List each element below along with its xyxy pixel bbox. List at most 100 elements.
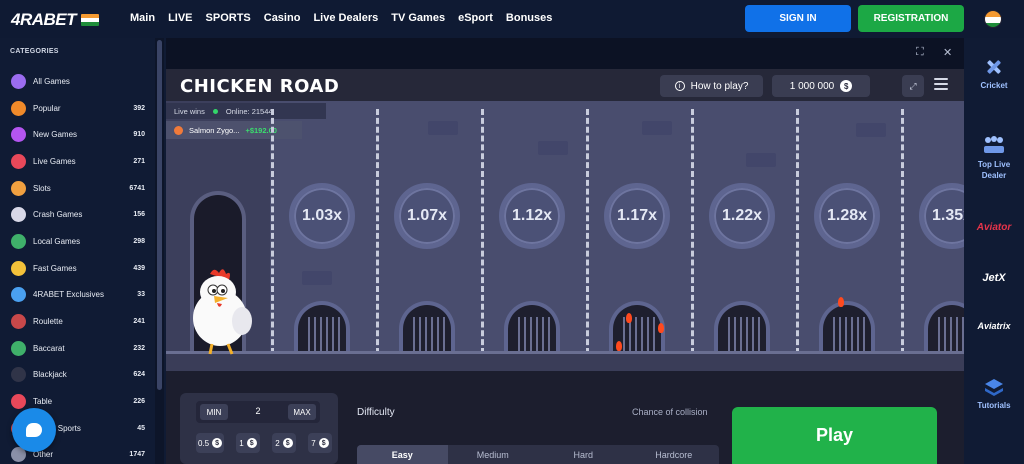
fullscreen-icon[interactable]: ⛶ [916, 46, 924, 58]
nav-tv-games[interactable]: TV Games [391, 12, 446, 24]
sidebar-item-label: Baccarat [33, 343, 65, 353]
chat-support-button[interactable] [12, 408, 56, 452]
nav-live[interactable]: LIVE [168, 12, 193, 24]
flame-icon [626, 313, 632, 323]
table-icon [11, 394, 26, 410]
multiplier-badge[interactable]: 1.07x [394, 183, 460, 249]
sidebar-item-label: All Games [33, 76, 70, 86]
bet-amount-field[interactable]: MIN 2 MAX [196, 401, 320, 423]
multiplier-badge[interactable]: 1.28x [814, 183, 880, 249]
sidebar-item-count: 156 [133, 211, 145, 219]
difficulty-medium-tab[interactable]: Medium [476, 449, 509, 460]
categories-sidebar: CATEGORIES All Games Popular 392 New Games 9… [0, 38, 166, 464]
nav-sports[interactable]: SPORTS [205, 12, 251, 24]
sidebar-item-label: Crash Games [33, 210, 83, 220]
lane-divider [690, 109, 694, 354]
sidebar-scrollbar-thumb[interactable] [157, 40, 162, 390]
aviator-logo[interactable]: Aviator [976, 222, 1012, 233]
expand-icon[interactable]: ⤢ [902, 75, 924, 97]
wall-brick [538, 141, 568, 155]
logo[interactable]: 4RABET [11, 10, 100, 30]
sidebar-item-count: 226 [133, 398, 145, 406]
sidebar-item-new-games[interactable]: New Games 910 [0, 121, 155, 148]
sidebar-item-baccarat[interactable]: Baccarat 232 [0, 335, 155, 362]
dice-icon [11, 73, 26, 89]
flame-icon [616, 341, 622, 351]
nav-esport[interactable]: eSport [458, 12, 493, 24]
sidebar-item-other[interactable]: Other 1747 [0, 442, 155, 464]
top-live-dealer-label: Top Live Dealer [977, 160, 1011, 180]
chat-bubble-icon [26, 423, 42, 437]
info-icon: i [674, 81, 685, 91]
sidebar-item-live-games[interactable]: Live Games 271 [0, 148, 155, 175]
difficulty-hard-tab[interactable]: Hard [573, 449, 593, 460]
nav-casino[interactable]: Casino [263, 12, 301, 24]
sidebar-item-local-games[interactable]: Local Games 298 [0, 228, 155, 255]
coin-icon: $ [840, 80, 853, 92]
lightning-icon [11, 260, 26, 276]
multiplier-badge[interactable]: 1.35x [919, 183, 964, 249]
sidebar-item-all-games[interactable]: All Games [0, 68, 155, 95]
balance-display: 1 000 000 $ [772, 75, 870, 97]
sidebar-item-roulette[interactable]: Roulette 241 [0, 308, 155, 335]
bet-controls: MIN 2 MAX 0.5 $ 1 $ 2 $ 7 $ Difficulty Chanc… [166, 371, 964, 464]
sidebar-item-4rabet-exclusives[interactable]: 4RABET Exclusives 33 [0, 282, 155, 309]
multiplier-badge[interactable]: 1.03x [289, 183, 355, 249]
game-header: CHICKEN ROAD i How to play? 1 000 000 $ … [166, 69, 964, 101]
top-live-dealer-link[interactable]: Top Live Dealer [964, 134, 1024, 181]
sidebar-item-count: 45 [137, 424, 145, 432]
multiplier-badge[interactable]: 1.12x [499, 183, 565, 249]
online-count: Online: 21544 [225, 106, 273, 116]
wall-brick [642, 121, 672, 135]
min-button[interactable]: MIN [200, 404, 228, 420]
nav-live-dealers[interactable]: Live Dealers [313, 12, 379, 24]
difficulty-easy-tab[interactable]: Easy [357, 445, 448, 464]
language-flag-icon[interactable] [984, 10, 1002, 28]
hamburger-menu-icon[interactable] [934, 78, 948, 93]
diamond-icon [11, 287, 26, 303]
sidebar-item-label: Blackjack [33, 370, 67, 380]
multiplier-badge[interactable]: 1.17x [604, 183, 670, 249]
india-flag-icon [81, 14, 100, 26]
nav-bonuses[interactable]: Bonuses [505, 12, 553, 24]
quick-bet-button[interactable]: 0.5 $ [196, 433, 224, 453]
cricket-link[interactable]: Cricket [964, 56, 1024, 90]
play-button[interactable]: Play [732, 407, 937, 464]
sign-in-button[interactable]: SIGN IN [745, 5, 851, 32]
quick-bet-button[interactable]: 7 $ [308, 433, 332, 453]
game-area: CHICKEN ROAD i How to play? 1 000 000 $ … [166, 69, 964, 464]
sidebar-item-count: 392 [133, 104, 145, 112]
sidebar-item-crash-games[interactable]: Crash Games 156 [0, 201, 155, 228]
main-nav: Main LIVE SPORTS Casino Live Dealers TV … [130, 12, 565, 24]
sidebar-item-count: 624 [133, 371, 145, 379]
sidebar-item-slots[interactable]: Slots 6741 [0, 175, 155, 202]
sidebar-item-blackjack[interactable]: Blackjack 624 [0, 362, 155, 389]
nav-main[interactable]: Main [130, 12, 156, 24]
chicken-character [193, 269, 252, 355]
sidebar-item-popular[interactable]: Popular 392 [0, 95, 155, 122]
quick-bet-value: 2 [275, 438, 280, 448]
quick-bet-button[interactable]: 1 $ [236, 433, 260, 453]
close-icon[interactable]: ✕ [943, 47, 953, 59]
tutorials-link[interactable]: Tutorials [964, 376, 1024, 410]
floor-edge [166, 351, 964, 354]
how-to-play-button[interactable]: i How to play? [660, 75, 763, 97]
sidebar-item-label: Fast Games [33, 263, 77, 273]
registration-button[interactable]: REGISTRATION [858, 5, 964, 32]
aviatrix-logo[interactable]: Aviatrix [977, 321, 1011, 331]
manhole-grate [819, 301, 875, 351]
lane-divider [900, 109, 904, 354]
max-button[interactable]: MAX [288, 404, 316, 420]
cards-icon [11, 340, 26, 356]
difficulty-hardcore-tab[interactable]: Hardcore [655, 449, 693, 460]
sidebar-item-table[interactable]: Table 226 [0, 388, 155, 415]
sidebar-item-count: 910 [133, 131, 145, 139]
quick-bet-button[interactable]: 2 $ [272, 433, 296, 453]
plane-icon [11, 207, 26, 223]
sidebar-item-label: New Games [33, 130, 78, 140]
online-dot-icon [212, 108, 218, 114]
multiplier-badge[interactable]: 1.22x [709, 183, 775, 249]
bet-amount-value[interactable]: 2 [255, 406, 261, 416]
sidebar-item-fast-games[interactable]: Fast Games 439 [0, 255, 155, 282]
jetx-logo[interactable]: JetX [982, 272, 1006, 284]
